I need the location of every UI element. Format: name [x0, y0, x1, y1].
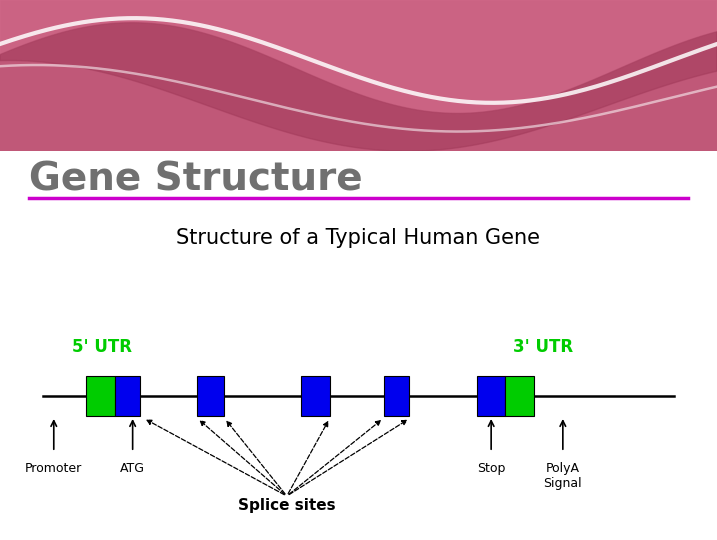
Text: Splice sites: Splice sites [238, 498, 336, 513]
Bar [301, 376, 330, 416]
Text: ATG: ATG [120, 462, 145, 475]
Text: Promoter: Promoter [25, 462, 82, 475]
Text: 3' UTR: 3' UTR [513, 338, 573, 356]
Bar [86, 376, 115, 416]
Bar [384, 376, 409, 416]
Bar [197, 376, 224, 416]
Bar [115, 376, 140, 416]
Bar [505, 376, 534, 416]
Text: PolyA
Signal: PolyA Signal [543, 462, 582, 490]
Text: Structure of a Typical Human Gene: Structure of a Typical Human Gene [176, 228, 541, 248]
Bar [477, 376, 505, 416]
Text: Gene Structure: Gene Structure [29, 160, 362, 198]
Text: 5' UTR: 5' UTR [72, 338, 132, 356]
Text: Stop: Stop [477, 462, 505, 475]
